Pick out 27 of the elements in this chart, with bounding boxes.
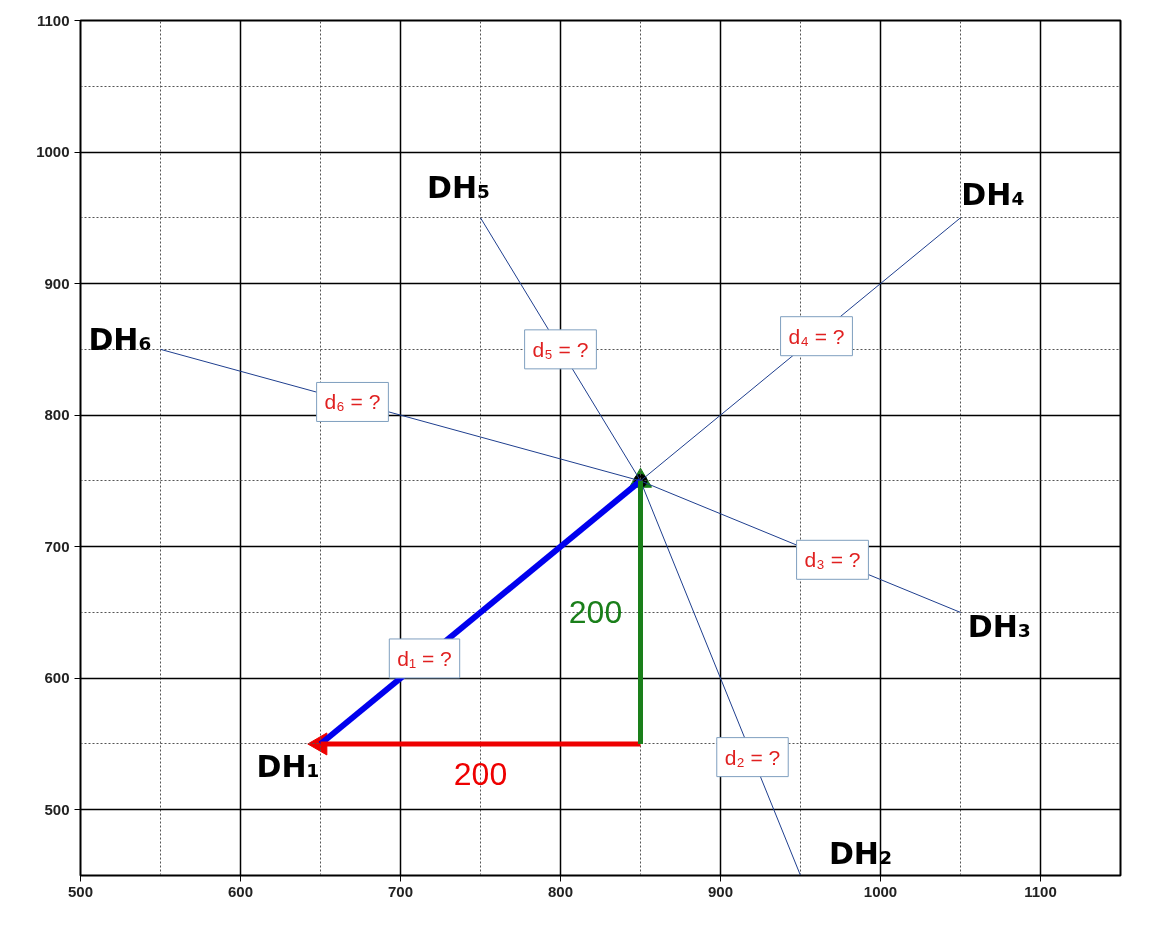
y-tick-label: 1000 (36, 143, 70, 161)
x-tick-label: 900 (707, 882, 734, 900)
y-tick-label: 1100 (36, 11, 70, 29)
y-tick-label: 900 (44, 274, 70, 292)
annotation: d₅ = ? (532, 337, 589, 361)
annotation: 200 (568, 594, 623, 631)
annotation: d₂ = ? (724, 745, 781, 769)
annotation: d₄ = ? (788, 324, 845, 348)
y-tick-label: 600 (44, 669, 70, 687)
x-tick-label: 800 (547, 882, 574, 900)
x-tick-label: 500 (67, 882, 94, 900)
x-tick-label: 1000 (863, 882, 898, 900)
series-label: DH₆ (88, 322, 152, 358)
series-label: DH₃ (967, 608, 1031, 644)
x-tick-label: 700 (387, 882, 414, 900)
x-tick-label: 1100 (1024, 882, 1057, 900)
y-tick-label: 800 (44, 406, 70, 424)
y-tick-label: 500 (44, 800, 70, 818)
annotation: d₁ = ? (397, 646, 452, 670)
annotation: d₆ = ? (324, 390, 381, 414)
series-label: DH₅ (427, 169, 491, 205)
annotation: 200 (453, 755, 508, 792)
annotation: d₃ = ? (804, 548, 861, 572)
series-label: DH₄ (961, 177, 1025, 213)
y-tick-label: 700 (44, 537, 70, 555)
series-label: DH₁ (256, 749, 320, 785)
x-tick-label: 600 (227, 882, 254, 900)
